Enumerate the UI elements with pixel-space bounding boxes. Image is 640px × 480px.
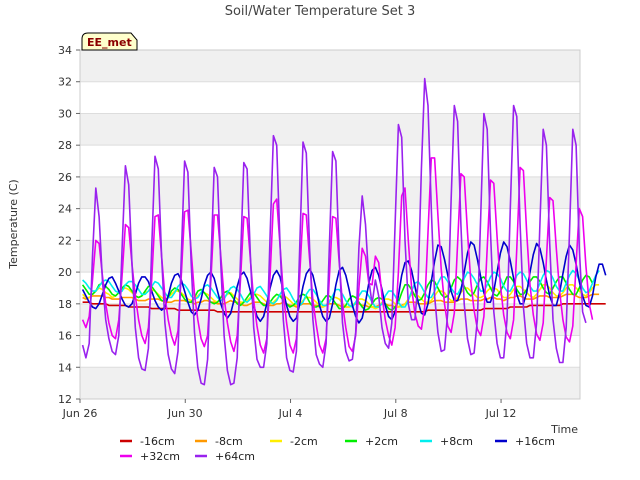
x-tick-label: Jun 30 bbox=[167, 407, 203, 420]
legend: -16cm -8cm -2cm +2cm +8cm +16cm +32cm +64cm bbox=[120, 435, 555, 463]
x-tick-label: Jul 8 bbox=[383, 407, 408, 420]
y-tick-label: 14 bbox=[58, 361, 72, 374]
legend-label: -2cm bbox=[290, 435, 318, 448]
y-tick-label: 22 bbox=[58, 234, 72, 247]
x-axis-label: Time bbox=[550, 423, 578, 436]
y-axis-ticks: 12 14 16 18 20 22 24 26 28 30 32 34 bbox=[58, 44, 80, 406]
x-tick-label: Jun 26 bbox=[62, 407, 98, 420]
badge-box bbox=[81, 32, 138, 51]
legend-label: -16cm bbox=[140, 435, 175, 448]
y-tick-label: 32 bbox=[58, 76, 72, 89]
y-tick-label: 34 bbox=[58, 44, 72, 57]
legend-label: -8cm bbox=[215, 435, 243, 448]
y-tick-label: 26 bbox=[58, 171, 72, 184]
legend-label: +32cm bbox=[140, 450, 180, 463]
y-tick-label: 16 bbox=[58, 330, 72, 343]
plot-frame bbox=[79, 49, 581, 400]
badge-label: EE_met bbox=[87, 36, 132, 49]
y-tick-label: 12 bbox=[58, 393, 72, 406]
grid-band bbox=[80, 176, 580, 209]
x-tick-label: Jul 12 bbox=[485, 407, 517, 420]
series-line-16cm bbox=[81, 241, 607, 324]
legend-label: +64cm bbox=[215, 450, 255, 463]
legend-label: +16cm bbox=[515, 435, 555, 448]
grid-band bbox=[80, 367, 580, 399]
legend-label: +8cm bbox=[440, 435, 473, 448]
legend-label: +2cm bbox=[365, 435, 398, 448]
y-tick-label: 20 bbox=[58, 266, 72, 279]
x-axis-ticks: Jun 26 Jun 30 Jul 4 Jul 8 Jul 12 bbox=[62, 399, 517, 420]
chart-title: Soil/Water Temperature Set 3 bbox=[225, 4, 416, 19]
y-tick-label: 24 bbox=[58, 203, 72, 216]
x-tick-label: Jul 4 bbox=[278, 407, 303, 420]
y-tick-label: 30 bbox=[58, 107, 72, 120]
series-line-64cm bbox=[81, 77, 587, 386]
grid-band bbox=[80, 113, 580, 146]
grid-band bbox=[80, 50, 580, 82]
series-line-32cm bbox=[81, 157, 594, 354]
series-layer bbox=[81, 77, 607, 386]
y-tick-label: 18 bbox=[58, 298, 72, 311]
y-tick-label: 28 bbox=[58, 139, 72, 152]
series-line-8cm bbox=[82, 293, 600, 308]
y-axis-label: Temperature (C) bbox=[7, 179, 20, 269]
site-badge: EE_met bbox=[81, 32, 138, 51]
